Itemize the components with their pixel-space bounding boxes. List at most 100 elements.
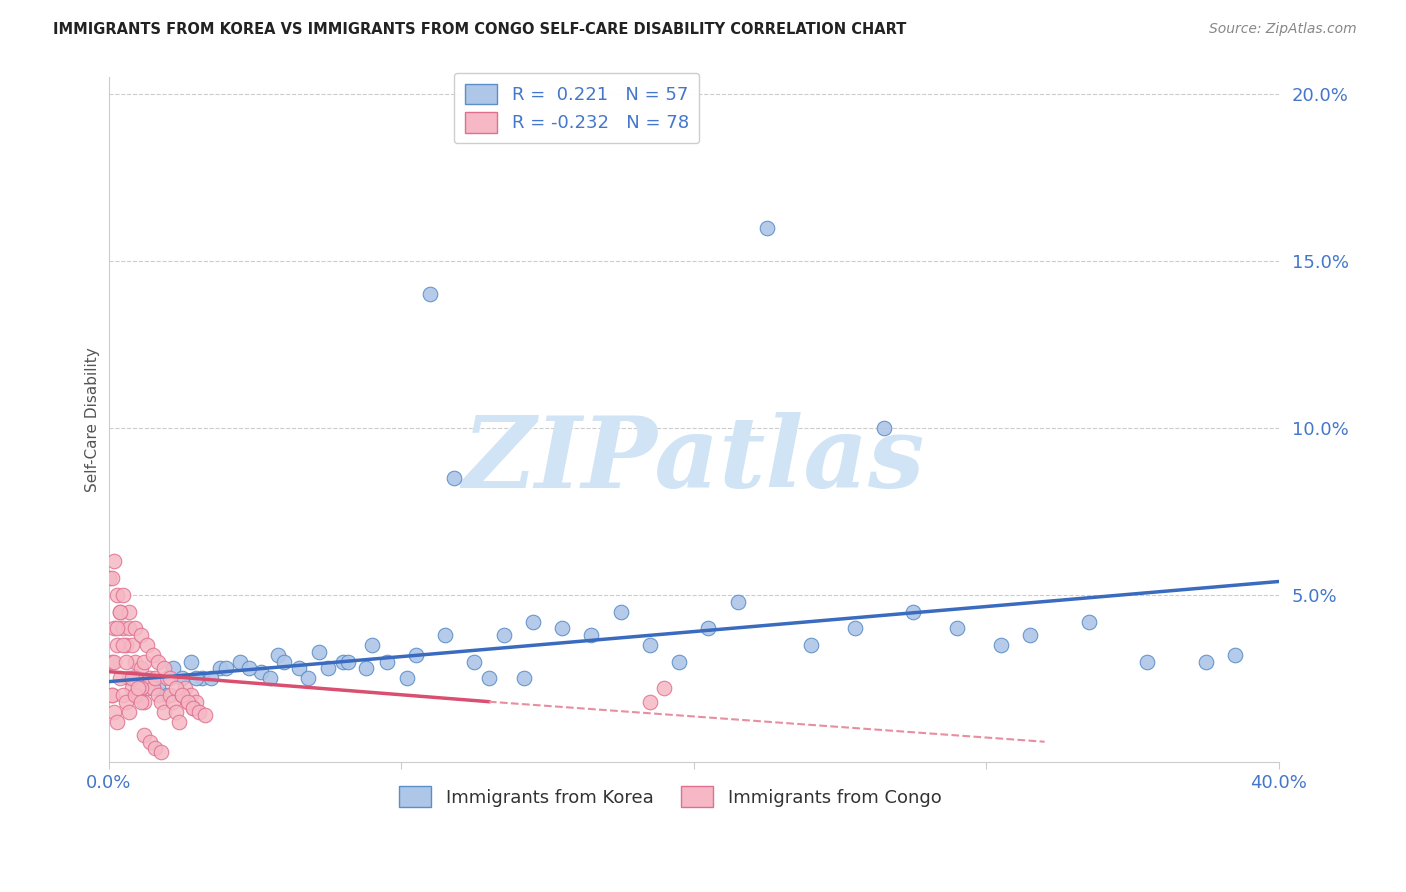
Point [405,648,427,662]
Point [844,621,866,635]
Point [200,671,222,685]
Point [162,661,184,675]
Point [208,661,231,675]
Point [354,661,377,675]
Point [103,621,125,635]
Point [159,688,181,702]
Point [162,695,184,709]
Point [395,671,418,685]
Point [115,638,138,652]
Text: Source: ZipAtlas.com: Source: ZipAtlas.com [1209,22,1357,37]
Point [443,471,465,485]
Point [180,655,202,669]
Point [115,655,138,669]
Point [191,671,214,685]
Point [173,681,195,696]
Point [148,688,170,702]
Point [176,695,198,709]
Point [170,688,193,702]
Point [638,695,661,709]
Point [100,688,122,702]
Point [668,655,690,669]
Point [463,655,485,669]
Point [165,681,187,696]
Point [287,661,309,675]
Point [1136,655,1159,669]
Point [129,661,152,675]
Legend: Immigrants from Korea, Immigrants from Congo: Immigrants from Korea, Immigrants from C… [392,779,949,814]
Point [249,665,271,679]
Point [115,695,138,709]
Point [121,638,143,652]
Point [118,671,141,685]
Point [170,688,193,702]
Point [551,621,574,635]
Point [183,701,205,715]
Point [188,705,211,719]
Point [129,695,152,709]
Point [259,671,281,685]
Point [180,688,202,702]
Point [145,741,167,756]
Point [127,688,149,702]
Point [638,638,661,652]
Point [165,705,187,719]
Point [100,655,122,669]
Point [176,695,198,709]
Point [238,661,260,675]
Point [434,628,457,642]
Point [100,571,122,585]
Point [103,705,125,719]
Point [946,621,969,635]
Point [112,638,135,652]
Point [901,605,924,619]
Point [1223,648,1246,662]
Point [159,671,181,685]
Point [755,220,778,235]
Point [654,681,676,696]
Point [297,671,319,685]
Point [135,681,157,696]
Point [124,688,146,702]
Point [124,671,146,685]
Point [316,661,339,675]
Point [697,621,720,635]
Point [186,695,208,709]
Point [150,745,173,759]
Point [800,638,823,652]
Point [375,655,398,669]
Point [141,648,163,662]
Point [360,638,382,652]
Point [127,688,149,702]
Point [170,671,193,685]
Point [273,655,295,669]
Point [492,628,515,642]
Point [581,628,603,642]
Point [1077,615,1099,629]
Point [419,287,441,301]
Point [186,671,208,685]
Text: IMMIGRANTS FROM KOREA VS IMMIGRANTS FROM CONGO SELF-CARE DISABILITY CORRELATION : IMMIGRANTS FROM KOREA VS IMMIGRANTS FROM… [53,22,907,37]
Point [103,554,125,568]
Point [522,615,544,629]
Point [145,671,167,685]
Point [609,605,631,619]
Point [124,655,146,669]
Point [194,708,217,723]
Point [127,681,149,696]
Point [100,688,122,702]
Point [132,695,155,709]
Point [103,655,125,669]
Point [110,605,132,619]
Y-axis label: Self-Care Disability: Self-Care Disability [86,347,100,492]
Point [148,655,170,669]
Point [121,681,143,696]
Point [132,728,155,742]
Point [990,638,1012,652]
Point [107,638,129,652]
Point [183,701,205,715]
Point [138,735,160,749]
Point [107,621,129,635]
Point [150,695,173,709]
Point [267,648,290,662]
